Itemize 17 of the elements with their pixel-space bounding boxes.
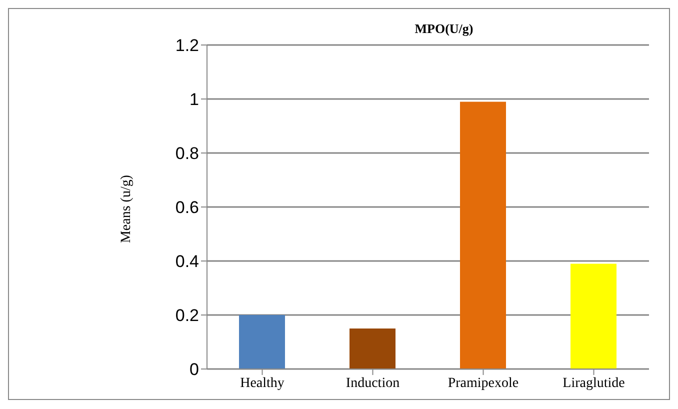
y-tick-label: 0.2 [175,306,199,326]
y-tick-label: 0 [190,360,199,380]
bar [460,102,506,369]
chart-title: MPO(U/g) [414,21,474,37]
bar [570,264,616,369]
bar [350,328,396,369]
x-tick-label: Healthy [240,376,284,391]
y-axis-title: Means (u/g) [119,174,135,244]
x-tick-label: Liraglutide [562,376,625,391]
y-tick-label: 0.8 [175,144,199,164]
y-tick-label: 0.4 [175,252,199,272]
y-tick-label: 0.6 [175,198,199,218]
y-tick-label: 1.2 [175,36,199,56]
bar [239,315,285,369]
x-tick-label: Pramipexole [448,376,519,391]
y-tick-label: 1 [190,90,199,110]
x-tick-label: Induction [346,376,400,391]
